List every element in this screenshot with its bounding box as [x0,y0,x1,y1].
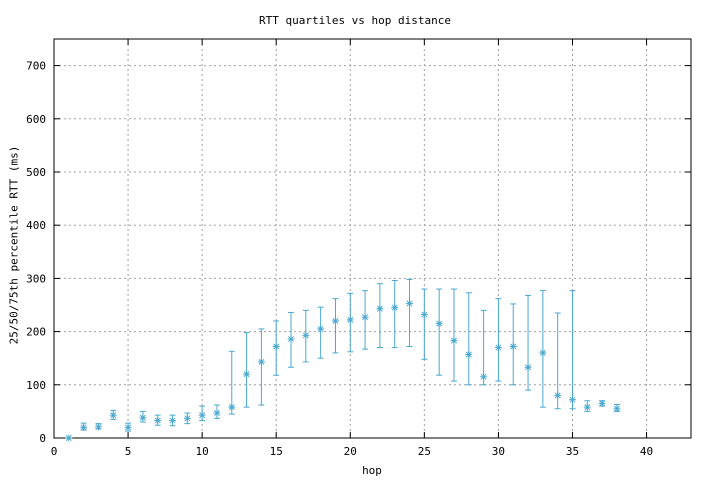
x-tick-label: 0 [51,445,58,458]
median-point [420,311,428,319]
y-tick-label: 700 [26,60,46,73]
x-tick-label: 35 [566,445,579,458]
median-point [539,349,547,357]
y-tick-label: 100 [26,379,46,392]
median-point [524,363,532,371]
median-point [391,304,399,312]
x-axis-label: hop [362,464,382,477]
median-point [109,411,117,419]
median-point [124,423,132,431]
x-tick-label: 15 [270,445,283,458]
median-point [494,344,502,352]
median-point [213,409,221,417]
y-tick-label: 400 [26,219,46,232]
median-point [568,396,576,404]
x-tick-label: 40 [640,445,653,458]
median-point [554,391,562,399]
x-tick-label: 5 [125,445,132,458]
median-point [154,416,162,424]
median-point [317,325,325,333]
median-point [198,411,206,419]
median-point [598,399,606,407]
x-tick-label: 30 [492,445,505,458]
median-point [361,313,369,321]
median-point [80,423,88,431]
median-point [287,335,295,343]
median-point [465,350,473,358]
median-point [450,337,458,345]
median-point [272,342,280,350]
x-tick-label: 20 [344,445,357,458]
y-tick-label: 300 [26,272,46,285]
median-point [509,342,517,350]
chart-title: RTT quartiles vs hop distance [258,14,452,27]
median-point [331,317,339,325]
plot-frame [53,38,692,439]
y-tick-label: 0 [39,432,46,445]
y-tick-label: 200 [26,326,46,339]
y-tick-label: 500 [26,166,46,179]
median-point [302,331,310,339]
median-point [480,373,488,381]
median-point [376,305,384,313]
median-point [228,403,236,411]
median-point [243,370,251,378]
median-point [94,423,102,431]
median-point [65,434,73,442]
median-point [257,358,265,366]
median-point [406,299,414,307]
median-point [346,316,354,324]
median-point [583,403,591,411]
x-tick-label: 25 [418,445,431,458]
median-point [435,320,443,328]
median-point [169,416,177,424]
y-tick-label: 600 [26,113,46,126]
x-tick-label: 10 [196,445,209,458]
median-point [613,405,621,413]
median-point [183,414,191,422]
median-point [139,414,147,422]
